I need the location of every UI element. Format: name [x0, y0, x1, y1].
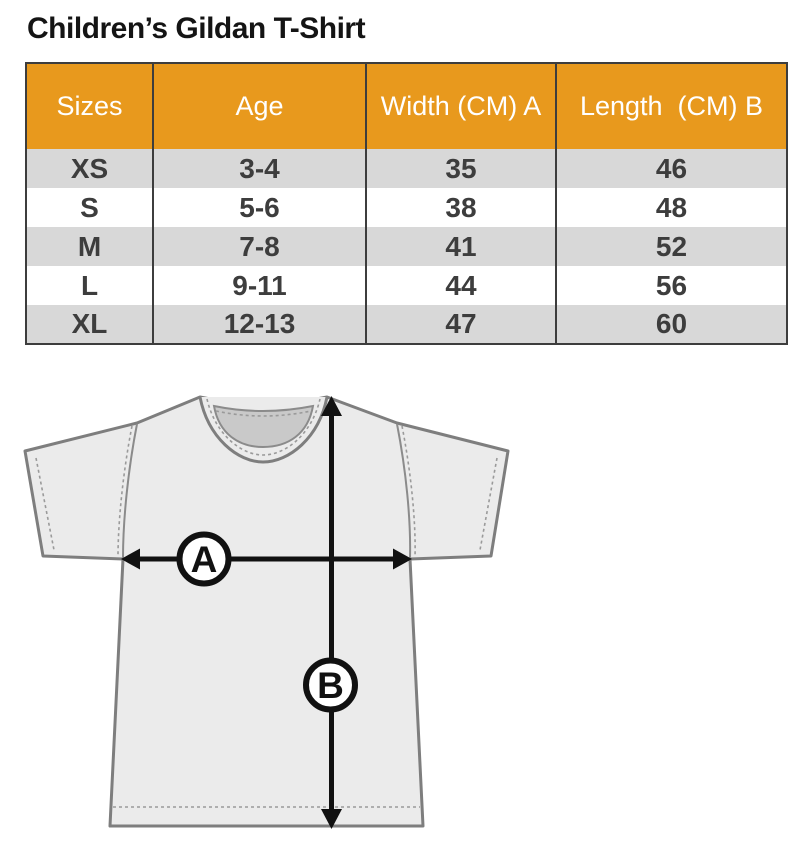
length-cell: 46	[555, 149, 787, 188]
length-badge: B	[303, 657, 358, 713]
page-title: Children’s Gildan T-Shirt	[27, 12, 366, 45]
length-cell: 60	[555, 305, 787, 344]
armhole-seam-left	[122, 423, 138, 559]
table-row: S 5-6 38 48	[26, 188, 787, 227]
collar-inner	[212, 404, 315, 449]
width-cell: 41	[365, 227, 556, 266]
age-cell: 9-11	[152, 266, 366, 305]
table-header-row: Sizes Age Width (CM) A Length (CM) B	[26, 63, 787, 149]
table-row: XL 12-13 47 60	[26, 305, 787, 344]
armhole-seam-right	[396, 423, 412, 559]
table-row: L 9-11 44 56	[26, 266, 787, 305]
width-cell: 44	[365, 266, 556, 305]
size-chart-table: Sizes Age Width (CM) A Length (CM) B XS …	[25, 62, 788, 345]
sleeve-stitch-left	[35, 457, 55, 551]
width-cell: 35	[365, 149, 556, 188]
table-row: M 7-8 41 52	[26, 227, 787, 266]
width-cell: 47	[365, 305, 556, 344]
header-length: Length (CM) B	[555, 63, 787, 149]
age-cell: 5-6	[152, 188, 366, 227]
age-cell: 12-13	[152, 305, 366, 344]
length-cell: 48	[555, 188, 787, 227]
age-cell: 3-4	[152, 149, 366, 188]
length-cell: 52	[555, 227, 787, 266]
length-arrow	[321, 396, 342, 829]
length-cell: 56	[555, 266, 787, 305]
tshirt-diagram: A B	[23, 395, 510, 829]
width-badge: A	[176, 531, 232, 587]
size-cell: S	[26, 188, 153, 227]
size-cell: XS	[26, 149, 153, 188]
length-badge-label: B	[317, 665, 344, 706]
header-age: Age	[152, 63, 366, 149]
size-cell: M	[26, 227, 153, 266]
header-width: Width (CM) A	[365, 63, 556, 149]
width-cell: 38	[365, 188, 556, 227]
size-cell: XL	[26, 305, 153, 344]
header-sizes: Sizes	[26, 63, 153, 149]
width-badge-label: A	[191, 539, 218, 580]
size-cell: L	[26, 266, 153, 305]
collar-stitch	[206, 398, 321, 456]
collar-inner-stitch	[215, 410, 312, 417]
table-row: XS 3-4 35 46	[26, 149, 787, 188]
age-cell: 7-8	[152, 227, 366, 266]
